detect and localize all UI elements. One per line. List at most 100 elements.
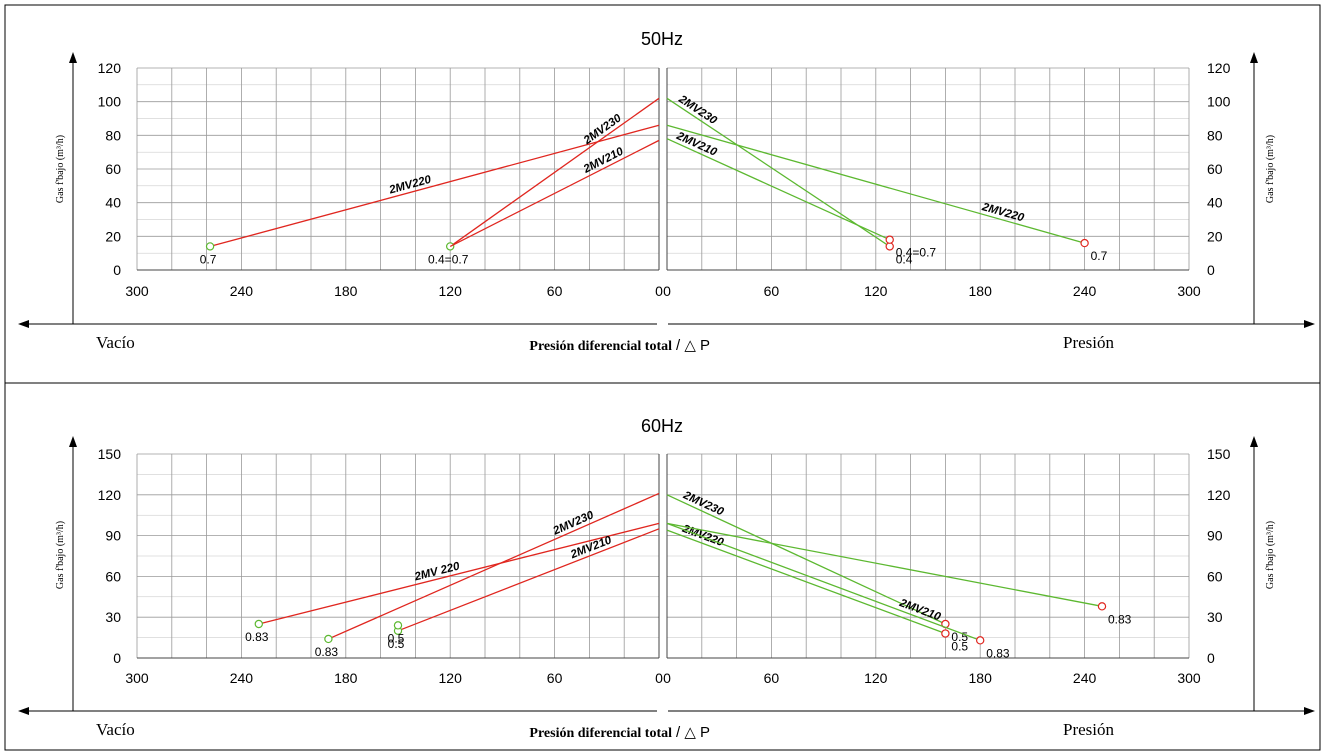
vacuum-marker-label: 0.5 <box>388 631 405 645</box>
vacuum-series-line <box>209 124 660 248</box>
y-tick-label-right: 60 <box>1207 568 1223 584</box>
x-axis-label: Presión diferencial total <box>529 726 672 741</box>
vacuum-series-line <box>397 528 660 632</box>
x-tick-label-right: 60 <box>764 283 780 299</box>
x-axis-label: Presión diferencial total <box>529 339 672 354</box>
outer-frame <box>4 4 1321 751</box>
pressure-marker-label: 0.7 <box>1091 249 1108 263</box>
pressure-marker-point <box>941 629 950 638</box>
pressure-series-line <box>666 97 891 247</box>
x-tick-label-right: 240 <box>1073 283 1097 299</box>
x-tick-label-left: 300 <box>125 283 149 299</box>
pressure-label: Presión <box>1063 720 1115 739</box>
vacuum-marker-point <box>324 634 333 644</box>
pressure-series-line <box>666 522 1103 607</box>
pressure-axis-arrow <box>1304 707 1315 715</box>
vacuum-series-name: 2MV220 <box>387 174 433 197</box>
x-tick-label-left: 120 <box>439 670 463 686</box>
x-tick-label-left: 240 <box>230 670 254 686</box>
pressure-marker-point <box>1097 602 1107 611</box>
x-tick-label-left: 120 <box>439 283 463 299</box>
y-axis-right-arrow <box>1250 52 1258 63</box>
y-tick-label-right: 40 <box>1207 195 1223 211</box>
vacuum-marker-label: 0.7 <box>200 252 217 266</box>
pressure-series-line <box>666 522 981 641</box>
y-tick-label-right: 120 <box>1207 60 1231 76</box>
vacuum-axis-arrow <box>18 320 29 328</box>
pressure-series-line <box>666 138 890 241</box>
vacuum-series-name: 2MV230 <box>581 112 624 147</box>
y-tick-label-right: 90 <box>1207 528 1223 544</box>
pressure-series-name: 2MV220 <box>980 201 1026 225</box>
pressure-label: Presión <box>1063 333 1115 352</box>
pressure-marker-point <box>885 242 894 251</box>
vacuum-marker-label: 0.83 <box>245 630 269 644</box>
y-tick-label-right: 30 <box>1207 609 1223 625</box>
vacuum-series-name: 2MV 220 <box>412 560 461 583</box>
x-tick-label-right: 60 <box>764 670 780 686</box>
y-tick-label-right: 120 <box>1207 487 1231 503</box>
x-axis-label-suffix: / △ P <box>676 337 710 354</box>
pressure-marker-label: 0.4 <box>896 252 913 266</box>
vacuum-marker-label: 0.83 <box>315 645 339 659</box>
vacuum-series-line <box>449 139 660 248</box>
chart-title: 50Hz <box>641 29 683 49</box>
y-tick-label-left: 150 <box>98 446 122 462</box>
y-tick-label-right: 0 <box>1207 650 1215 666</box>
pressure-marker-label: 0.83 <box>986 646 1010 660</box>
pressure-marker-point <box>976 636 985 645</box>
y-tick-label-right: 80 <box>1207 127 1223 143</box>
vacuum-label: Vacío <box>96 333 135 352</box>
y-axis-left-arrow <box>69 52 77 63</box>
y-axis-label-right: Gas f'bajo (m³/h) <box>1265 135 1276 203</box>
pressure-marker-point <box>1080 238 1089 248</box>
vacuum-series-name: 2MV210 <box>568 534 614 561</box>
y-tick-label-left: 60 <box>105 161 121 177</box>
y-tick-label-right: 150 <box>1207 446 1231 462</box>
vacuum-series-line <box>449 97 660 247</box>
y-tick-label-right: 60 <box>1207 161 1223 177</box>
y-axis-left-arrow <box>69 436 77 447</box>
vacuum-label: Vacío <box>96 720 135 739</box>
pressure-series-line <box>666 529 946 635</box>
x-tick-label-left: 60 <box>547 670 563 686</box>
x-tick-label-right: 120 <box>864 670 888 686</box>
y-axis-label-left: Gas f'bajo (m³/h) <box>55 521 66 589</box>
x-tick-label-left: 180 <box>334 283 358 299</box>
y-tick-label-left: 0 <box>113 650 121 666</box>
y-tick-label-right: 100 <box>1207 94 1231 110</box>
x-axis-label-suffix: / △ P <box>676 724 710 741</box>
y-tick-label-left: 40 <box>105 195 121 211</box>
y-tick-label-left: 30 <box>105 609 121 625</box>
vacuum-axis-arrow <box>18 707 29 715</box>
chart-title: 60Hz <box>641 416 683 436</box>
x-tick-label-right: 300 <box>1177 283 1201 299</box>
x-tick-label-right: 240 <box>1073 670 1097 686</box>
y-tick-label-left: 60 <box>105 568 121 584</box>
x-tick-label-left: 0 <box>655 283 663 299</box>
pressure-marker-label: 0.83 <box>1108 612 1132 626</box>
y-tick-label-left: 120 <box>98 487 122 503</box>
y-axis-label-left: Gas f'bajo (m³/h) <box>55 135 66 203</box>
x-tick-label-right: 180 <box>969 283 993 299</box>
pressure-marker-point <box>885 235 894 244</box>
pressure-series-name: 2MV230 <box>676 93 720 128</box>
pressure-series-line <box>666 124 1085 244</box>
vacuum-marker-point <box>393 621 403 630</box>
vacuum-marker-point <box>254 619 263 629</box>
y-tick-label-left: 0 <box>113 262 121 278</box>
x-tick-label-left: 300 <box>125 670 149 686</box>
vacuum-marker-label: 0.4=0.7 <box>428 252 469 266</box>
y-axis-label-right: Gas f'bajo (m³/h) <box>1265 521 1276 589</box>
y-tick-label-left: 20 <box>105 228 121 244</box>
x-tick-label-right: 0 <box>663 670 671 686</box>
pressure-marker-label: 0.4=0.7 <box>896 246 937 260</box>
pressure-series-line <box>666 494 946 625</box>
y-tick-label-right: 0 <box>1207 262 1215 278</box>
y-tick-label-left: 80 <box>105 127 121 143</box>
x-tick-label-left: 60 <box>547 283 563 299</box>
x-tick-label-left: 240 <box>230 283 254 299</box>
